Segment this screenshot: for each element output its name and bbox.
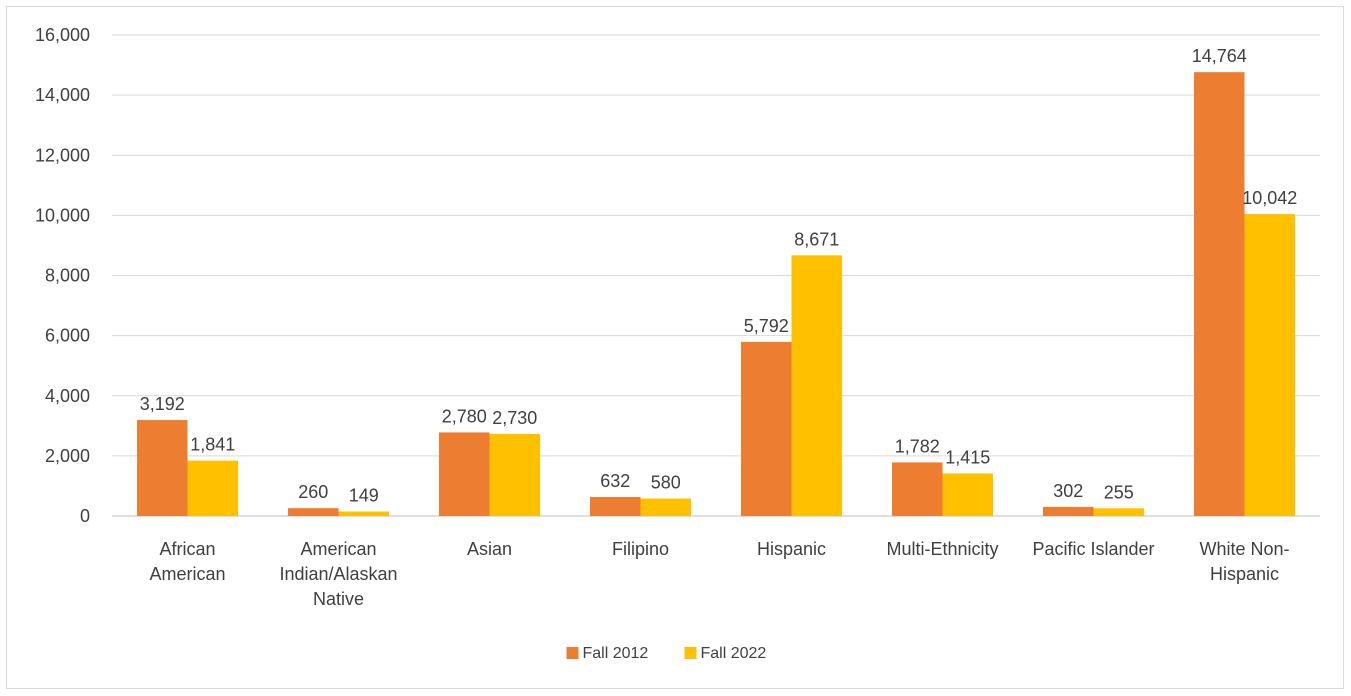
x-tick-label: Indian/Alaskan (279, 564, 397, 584)
x-tick-label: American (300, 539, 376, 559)
data-label: 255 (1104, 482, 1134, 502)
bar-fall-2022 (338, 511, 389, 516)
data-label: 1,415 (945, 447, 990, 467)
x-tick-label: Asian (467, 539, 512, 559)
data-label: 2,730 (492, 408, 537, 428)
x-tick-label: African (159, 539, 215, 559)
x-tick-label: Multi-Ethnicity (886, 539, 998, 559)
data-label: 2,780 (442, 406, 487, 426)
data-label: 260 (298, 482, 328, 502)
bar-fall-2022 (640, 498, 691, 516)
bar-fall-2012 (1043, 506, 1094, 516)
y-tick-label: 10,000 (35, 205, 90, 225)
bar-fall-2012 (590, 497, 641, 516)
legend-swatch-fall-2012 (566, 647, 579, 659)
bar-fall-2012 (288, 508, 339, 516)
x-tick-label: Hispanic (757, 539, 826, 559)
bar-fall-2022 (791, 255, 842, 516)
data-label: 632 (600, 471, 630, 491)
data-label: 302 (1053, 481, 1083, 501)
legend-swatch-fall-2022 (684, 647, 697, 659)
y-tick-label: 0 (80, 506, 90, 526)
bar-fall-2022 (1093, 508, 1144, 516)
y-tick-label: 6,000 (45, 326, 90, 346)
bar-fall-2022 (942, 473, 993, 516)
x-tick-label: Native (313, 589, 364, 609)
bar-fall-2022 (187, 460, 238, 516)
data-label: 1,841 (190, 435, 235, 455)
bar-fall-2012 (439, 432, 490, 516)
y-tick-label: 12,000 (35, 145, 90, 165)
data-label: 8,671 (794, 229, 839, 249)
y-tick-label: 4,000 (45, 386, 90, 406)
data-label: 10,042 (1242, 188, 1297, 208)
y-tick-label: 8,000 (45, 266, 90, 286)
x-tick-label: Pacific Islander (1032, 539, 1154, 559)
x-tick-label: Hispanic (1210, 564, 1279, 584)
y-tick-label: 14,000 (35, 85, 90, 105)
data-label: 3,192 (140, 394, 185, 414)
bar-fall-2012 (1194, 72, 1245, 516)
bar-fall-2022 (1244, 214, 1295, 517)
x-tick-label: American (149, 564, 225, 584)
data-label: 1,782 (895, 436, 940, 456)
chart-frame (6, 6, 1344, 689)
bar-fall-2022 (489, 433, 540, 516)
data-label: 14,764 (1192, 46, 1247, 66)
data-label: 5,792 (744, 316, 789, 336)
x-tick-label: White Non- (1199, 539, 1289, 559)
y-tick-label: 16,000 (35, 25, 90, 45)
bar-fall-2012 (137, 420, 188, 516)
legend-label: Fall 2012 (583, 645, 649, 662)
data-label: 580 (651, 473, 681, 493)
bar-fall-2012 (741, 341, 792, 516)
bar-fall-2012 (892, 462, 943, 516)
legend-label: Fall 2022 (701, 645, 767, 662)
y-tick-label: 2,000 (45, 446, 90, 466)
data-label: 149 (349, 486, 379, 506)
x-tick-label: Filipino (612, 539, 669, 559)
